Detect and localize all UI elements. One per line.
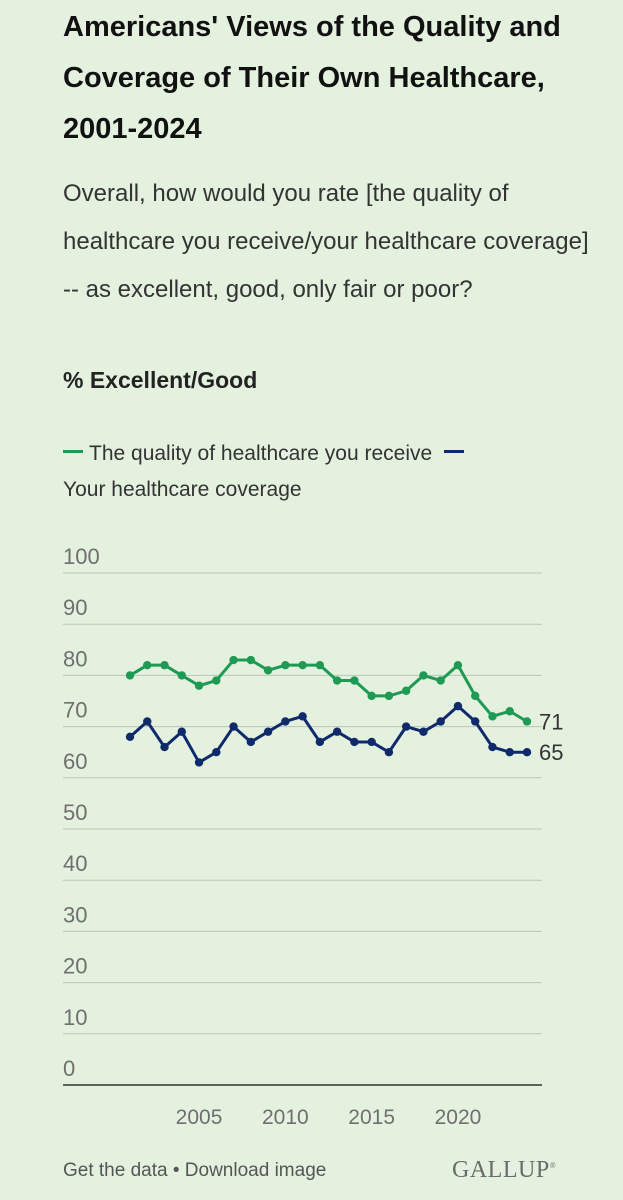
data-point-0-2012	[315, 660, 325, 670]
series-line-0	[128, 658, 529, 723]
data-point-0-2010	[281, 660, 290, 670]
data-point-0-2015	[367, 691, 376, 701]
data-point-0-2002	[143, 660, 152, 670]
y-tick-label: 80	[63, 646, 87, 671]
data-point-1-2002	[143, 717, 152, 726]
data-point-1-2007	[229, 722, 238, 731]
data-point-1-2008	[246, 737, 256, 747]
data-point-1-2022	[488, 742, 497, 752]
data-point-0-2006	[212, 676, 221, 685]
y-tick-label: 0	[63, 1056, 75, 1081]
data-point-0-2023	[505, 707, 514, 716]
data-point-1-2017	[401, 722, 411, 731]
data-point-1-2006	[212, 748, 221, 757]
data-point-0-2003	[160, 660, 169, 670]
data-point-1-2011	[298, 712, 307, 721]
legend-swatch-quality	[63, 449, 83, 453]
data-point-1-2014	[350, 737, 359, 747]
data-point-1-2005	[194, 758, 204, 767]
data-point-1-2010	[281, 717, 290, 726]
gallup-logo-text: GALLUP	[452, 1157, 550, 1183]
data-point-1-2021	[471, 717, 480, 726]
y-tick-label: 90	[63, 595, 87, 620]
legend-swatch-coverage	[444, 449, 465, 453]
footer-separator: •	[172, 1160, 180, 1181]
data-point-1-2020	[453, 701, 463, 711]
y-tick-label: 20	[63, 954, 87, 979]
legend: The quality of healthcare you receive Yo…	[63, 436, 503, 508]
y-tick-label: 50	[63, 800, 87, 825]
data-point-0-2007	[229, 655, 238, 665]
data-point-0-2013	[332, 676, 342, 685]
data-point-0-2004	[177, 671, 186, 680]
data-point-1-2013	[332, 727, 342, 736]
question-text: Overall, how would you rate [the quality…	[63, 180, 589, 303]
registered-mark: ®	[549, 1161, 557, 1170]
data-point-1-2023	[505, 748, 514, 757]
y-tick-label: 60	[63, 749, 87, 774]
x-tick-label: 2005	[176, 1106, 223, 1129]
data-point-1-2004	[177, 727, 186, 736]
x-tick-label: 2020	[435, 1106, 482, 1129]
data-point-0-2021	[471, 691, 480, 701]
gallup-logo: GALLUP®	[452, 1157, 556, 1184]
download-image-link[interactable]: Download image	[184, 1160, 327, 1181]
y-tick-label: 10	[63, 1005, 87, 1030]
measure-label: % Excellent/Good	[63, 367, 258, 393]
data-point-0-2024	[522, 717, 532, 726]
data-point-0-2020	[453, 660, 463, 670]
get-data-link[interactable]: Get the data	[63, 1160, 168, 1181]
y-tick-label: 70	[63, 698, 87, 723]
data-point-0-2014	[350, 676, 359, 685]
data-point-0-2022	[488, 712, 497, 721]
y-tick-label: 100	[63, 544, 100, 569]
series-line-1	[128, 704, 529, 764]
x-tick-label: 2015	[348, 1106, 395, 1129]
legend-label-quality: The quality of healthcare you receive	[89, 442, 433, 465]
data-point-1-2003	[160, 742, 169, 752]
end-value-label-1: 65	[539, 740, 563, 765]
y-tick-label: 30	[63, 902, 87, 927]
end-value-label-0: 71	[539, 709, 563, 734]
footer-links: Get the data • Download image	[63, 1160, 326, 1182]
legend-label-coverage: Your healthcare coverage	[63, 478, 302, 501]
data-point-1-2001	[125, 732, 135, 742]
data-point-1-2018	[419, 727, 428, 736]
chart-title: Americans' Views of the Quality and Cove…	[63, 11, 561, 145]
data-point-1-2012	[315, 737, 325, 747]
data-point-1-2024	[522, 748, 532, 757]
data-point-0-2008	[246, 655, 256, 665]
legend-item-quality: The quality of healthcare you receive	[63, 442, 432, 465]
data-point-0-2017	[401, 686, 411, 695]
data-point-0-2011	[298, 660, 307, 670]
data-point-0-2018	[419, 671, 428, 680]
legend-item-coverage: Your healthcare coverage	[63, 442, 470, 501]
y-tick-label: 40	[63, 851, 87, 876]
data-point-1-2016	[384, 748, 394, 757]
data-point-1-2015	[367, 737, 376, 747]
data-point-0-2001	[125, 671, 135, 680]
data-point-1-2009	[263, 727, 273, 736]
data-point-0-2009	[263, 666, 273, 675]
data-point-0-2019	[436, 676, 445, 685]
data-point-0-2016	[384, 691, 394, 701]
data-point-1-2019	[436, 717, 445, 726]
x-tick-label: 2010	[262, 1106, 309, 1129]
data-point-0-2005	[194, 681, 204, 690]
